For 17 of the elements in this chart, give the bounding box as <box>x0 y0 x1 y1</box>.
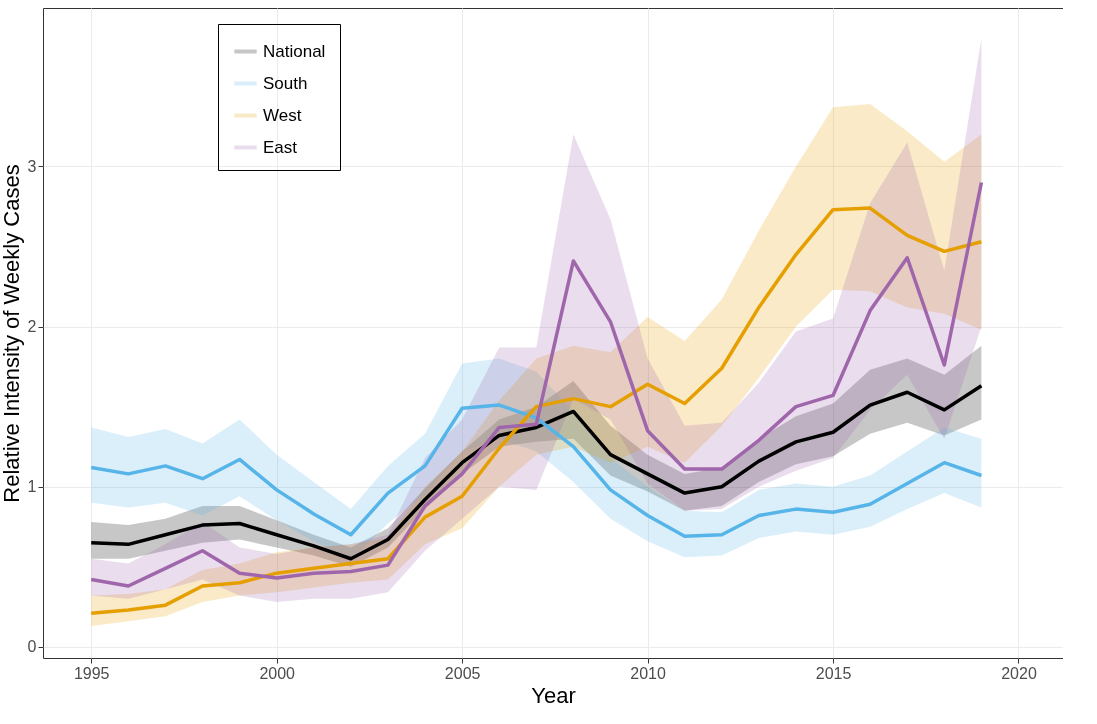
x-tick-label: 2020 <box>1001 664 1037 682</box>
legend-label: South <box>263 73 308 93</box>
x-tick-label: 2015 <box>815 664 852 682</box>
legend-label: East <box>263 137 298 157</box>
legend-label: National <box>263 41 326 61</box>
y-tick-label: 2 <box>27 318 37 336</box>
legend-label: West <box>263 105 302 125</box>
line-series <box>89 403 984 539</box>
y-axis-title: Relative Intensity of Weekly Cases <box>0 164 24 503</box>
x-tick-label: 1995 <box>73 664 110 682</box>
x-tick-label: 2010 <box>630 664 666 682</box>
x-tick-label: 2000 <box>259 664 296 682</box>
y-tick-label: 1 <box>27 478 37 496</box>
y-tick-label: 3 <box>27 158 37 175</box>
x-axis-title: Year <box>531 682 576 708</box>
x-tick-label: 2005 <box>444 664 481 682</box>
y-tick-label: 0 <box>27 638 37 656</box>
